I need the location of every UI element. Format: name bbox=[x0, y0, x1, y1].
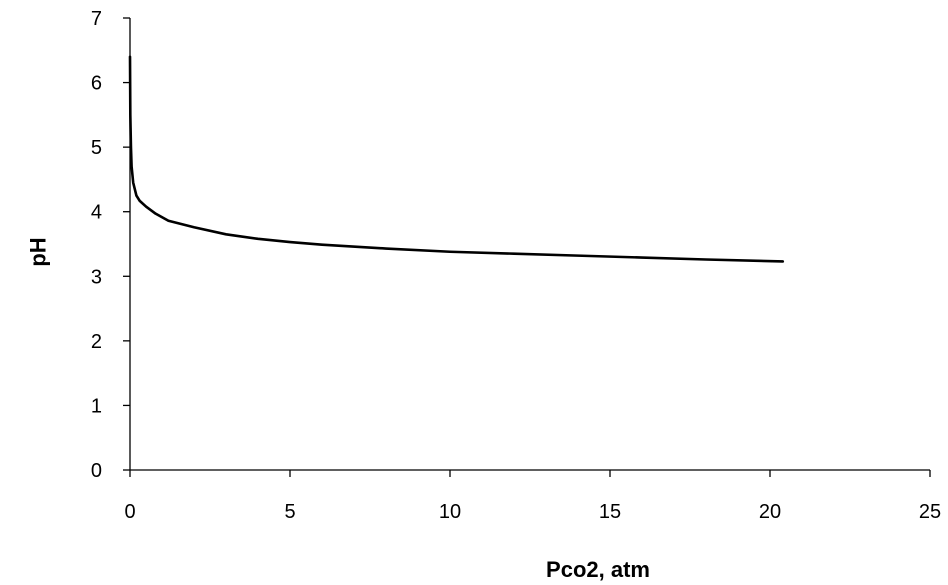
series-group bbox=[128, 55, 785, 263]
x-tick-label: 10 bbox=[439, 501, 461, 523]
y-tick-label: 6 bbox=[91, 73, 102, 95]
y-tick-label: 0 bbox=[91, 460, 102, 482]
y-tick-label: 3 bbox=[91, 266, 102, 288]
x-tick-label: 25 bbox=[919, 501, 941, 523]
y-tick-label: 4 bbox=[91, 202, 102, 224]
x-tick-label: 0 bbox=[124, 501, 135, 523]
y-tick-label: 5 bbox=[91, 137, 102, 159]
y-tick-label: 1 bbox=[91, 395, 102, 417]
x-tick-label: 15 bbox=[599, 501, 621, 523]
x-tick-label: 5 bbox=[284, 501, 295, 523]
y-tick-label: 2 bbox=[91, 331, 102, 353]
y-axis: 0 1 2 3 4 5 6 7 bbox=[91, 8, 131, 482]
y-axis-title: pH bbox=[26, 237, 51, 266]
x-axis-title: Pco2, atm bbox=[546, 557, 650, 582]
x-axis: 0 5 10 15 20 25 bbox=[124, 469, 941, 523]
y-tick-label: 7 bbox=[91, 8, 102, 30]
series-line-0 bbox=[128, 55, 785, 263]
x-tick-label: 20 bbox=[759, 501, 781, 523]
